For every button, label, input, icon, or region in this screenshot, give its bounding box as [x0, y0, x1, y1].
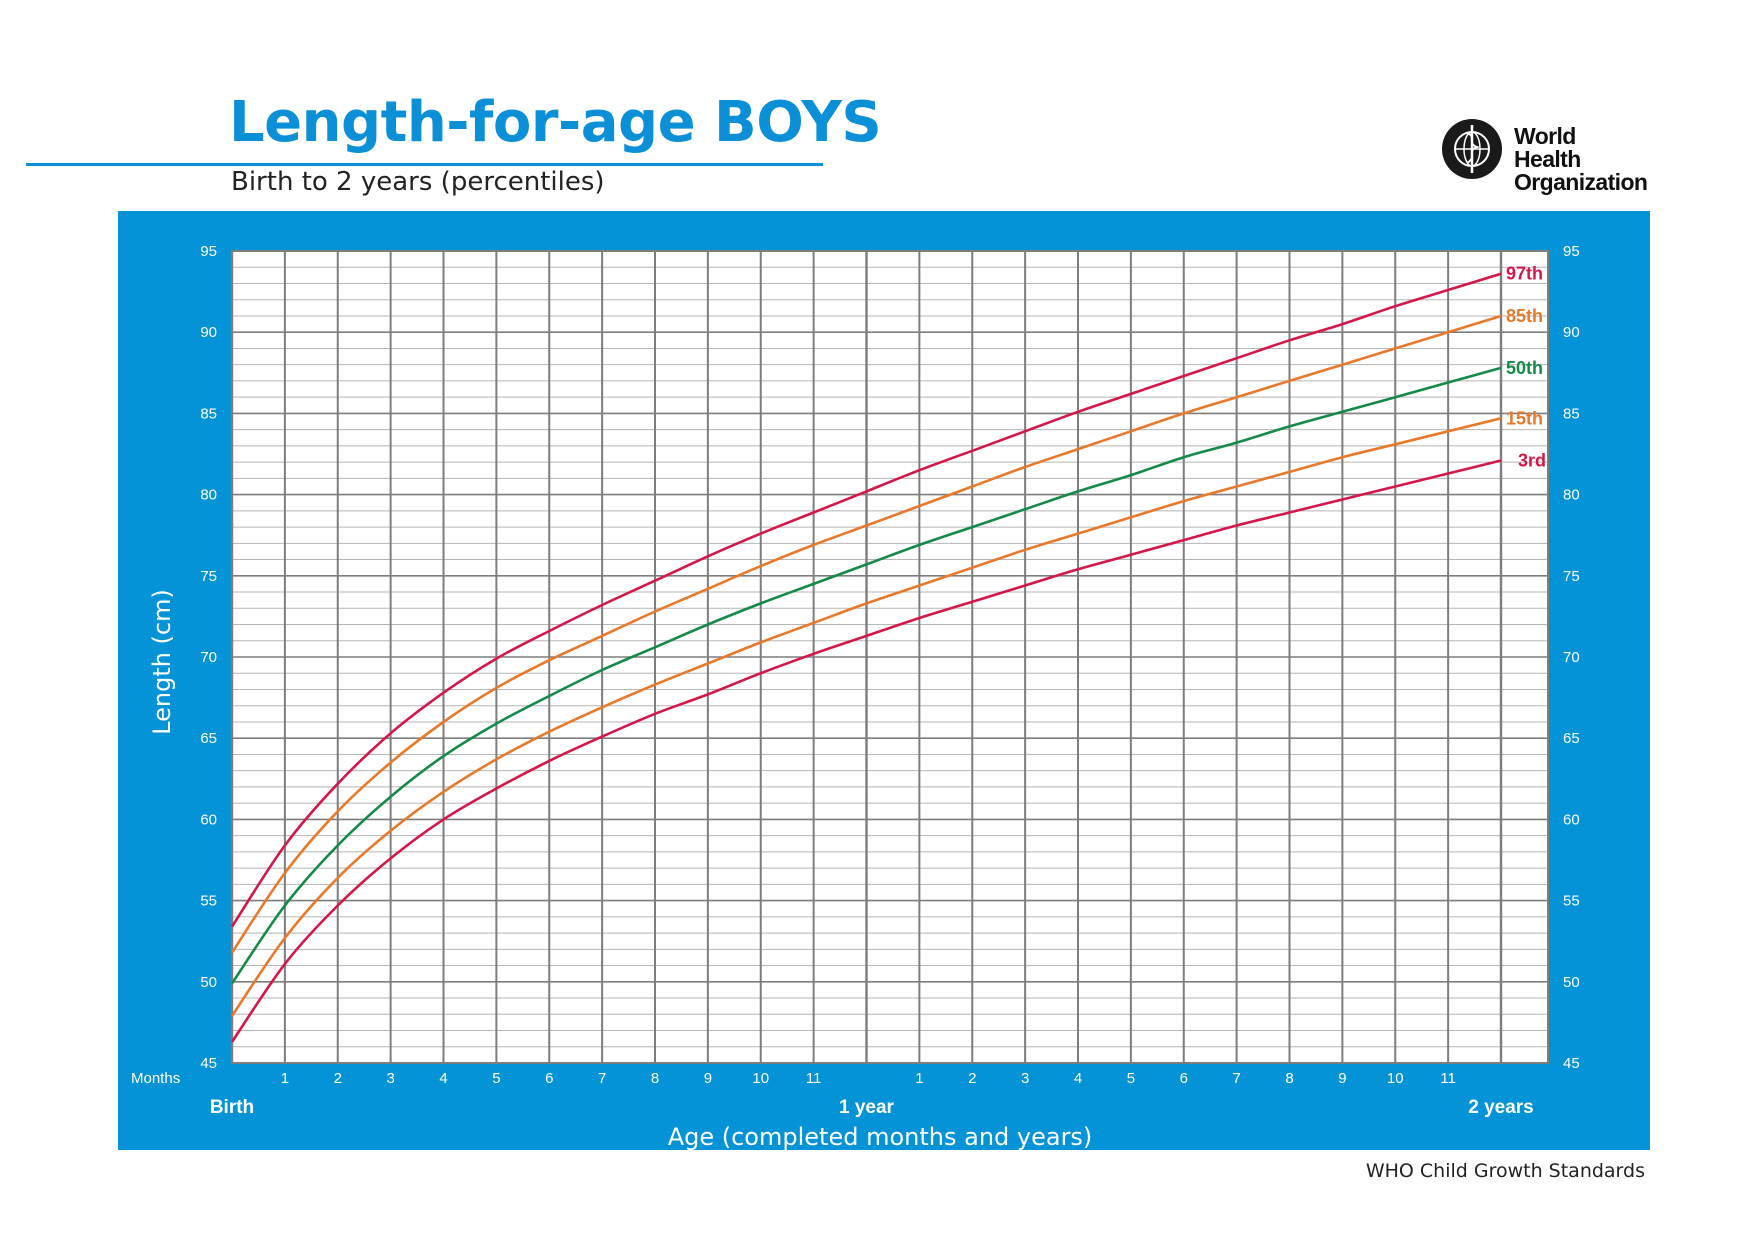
- series-label-85th: 85th: [1506, 306, 1543, 326]
- y-tick-label-right: 85: [1563, 405, 1580, 422]
- y-tick-label-left: 75: [200, 568, 217, 585]
- x-tick-label: 7: [1232, 1070, 1240, 1087]
- y-tick-label-left: 65: [200, 730, 217, 747]
- y-tick-label-right: 70: [1563, 649, 1580, 666]
- x-tick-label: 4: [1074, 1070, 1082, 1087]
- x-tick-label: 6: [545, 1070, 553, 1087]
- y-tick-label-right: 65: [1563, 730, 1580, 747]
- y-tick-label-left: 55: [200, 893, 217, 910]
- series-label-15th: 15th: [1506, 408, 1543, 428]
- x-major-label: Birth: [210, 1097, 254, 1118]
- curve-3rd: [230, 459, 1502, 1043]
- y-tick-label-left: 50: [200, 974, 217, 991]
- x-tick-label: 8: [651, 1070, 659, 1087]
- y-tick-label-right: 60: [1563, 811, 1580, 828]
- y-tick-label-left: 60: [200, 811, 217, 828]
- y-tick-label-right: 95: [1563, 243, 1580, 260]
- x-major-label: 1 year: [839, 1097, 895, 1118]
- y-tick-label-right: 90: [1563, 324, 1580, 341]
- who-emblem-icon: [1442, 119, 1502, 179]
- who-name-line2: Organization: [1514, 169, 1648, 195]
- y-tick-label-right: 55: [1563, 893, 1580, 910]
- who-name-line1: World Health: [1514, 123, 1581, 172]
- who-logo: World Health Organization: [1438, 115, 1648, 194]
- x-tick-label: 11: [1440, 1070, 1456, 1087]
- y-tick-label-right: 75: [1563, 568, 1580, 585]
- y-tick-label-right: 80: [1563, 487, 1580, 504]
- y-tick-label-left: 45: [200, 1055, 217, 1072]
- x-tick-label: 8: [1285, 1070, 1293, 1087]
- x-tick-label: 4: [439, 1070, 447, 1087]
- page-title: Length-for-age BOYS: [229, 90, 882, 155]
- page-subtitle: Birth to 2 years (percentiles): [231, 167, 605, 197]
- who-wordmark: World Health Organization: [1514, 125, 1648, 194]
- x-tick-label: 7: [598, 1070, 606, 1087]
- months-label: Months: [131, 1070, 180, 1087]
- footer-credit: WHO Child Growth Standards: [1365, 1160, 1645, 1182]
- y-tick-label-left: 85: [200, 405, 217, 422]
- x-tick-label: 9: [704, 1070, 712, 1087]
- x-tick-label: 5: [492, 1070, 500, 1087]
- x-axis-title: Age (completed months and years): [668, 1123, 1093, 1151]
- x-tick-label: 6: [1180, 1070, 1188, 1087]
- series-label-3rd: 3rd: [1518, 450, 1546, 470]
- x-tick-label: 1: [281, 1070, 289, 1087]
- series-label-97th: 97th: [1506, 264, 1543, 284]
- x-tick-label: 1: [915, 1070, 923, 1087]
- x-major-label: 2 years: [1468, 1097, 1534, 1118]
- series-label-50th: 50th: [1506, 358, 1543, 378]
- x-tick-label: 3: [386, 1070, 394, 1087]
- x-tick-label: 10: [752, 1070, 769, 1087]
- curve-15th: [230, 417, 1502, 1017]
- x-tick-label: 3: [1021, 1070, 1029, 1087]
- curve-97th: [230, 272, 1502, 928]
- x-tick-label: 2: [334, 1070, 342, 1087]
- y-tick-label-left: 90: [200, 324, 217, 341]
- y-tick-label-left: 70: [200, 649, 217, 666]
- y-tick-label-right: 50: [1563, 974, 1580, 991]
- plot-border: [231, 250, 1549, 1064]
- curve-50th: [230, 366, 1502, 985]
- x-tick-label: 10: [1387, 1070, 1404, 1087]
- y-tick-label-right: 45: [1563, 1055, 1580, 1072]
- title-underline: [26, 163, 823, 166]
- y-axis-title: Length (cm): [148, 589, 176, 735]
- y-tick-label-left: 80: [200, 487, 217, 504]
- y-tick-label-left: 95: [200, 243, 217, 260]
- x-tick-label: 9: [1338, 1070, 1346, 1087]
- x-tick-label: 2: [968, 1070, 976, 1087]
- curve-85th: [230, 314, 1502, 954]
- x-tick-label: 5: [1127, 1070, 1135, 1087]
- x-tick-label: 11: [806, 1070, 822, 1087]
